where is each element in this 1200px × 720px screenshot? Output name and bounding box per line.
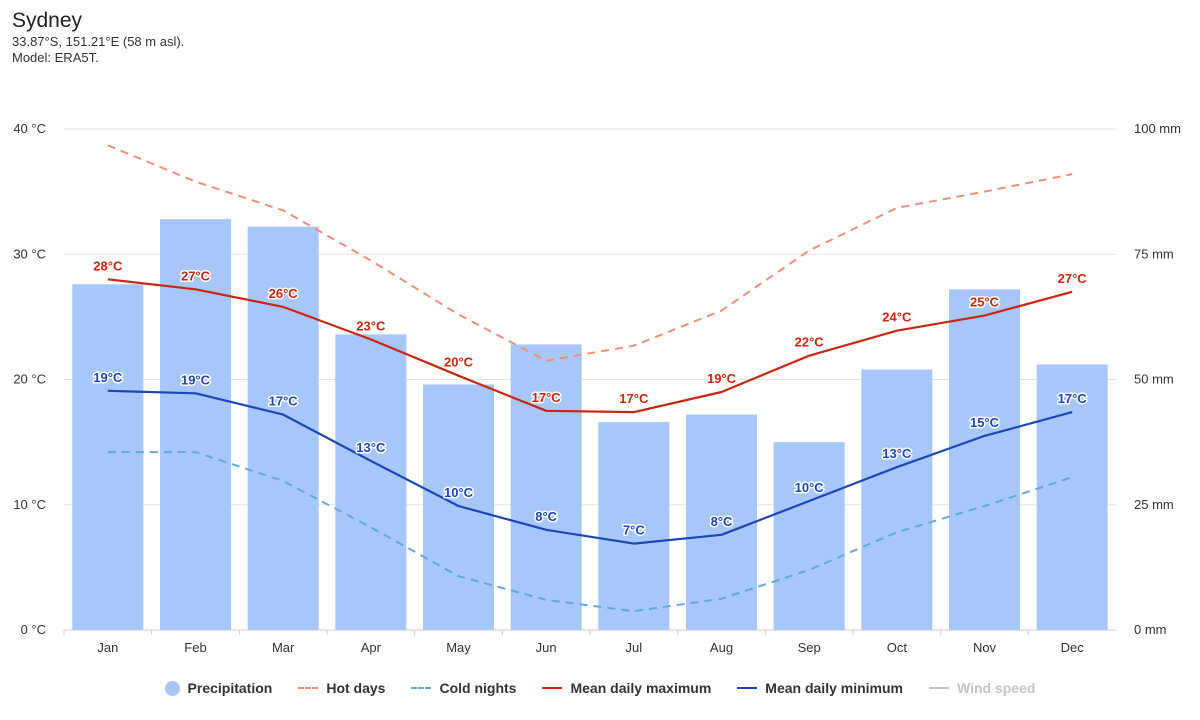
model-label: Model: ERA5T. xyxy=(12,50,99,65)
max-data-label: 26°C xyxy=(269,286,299,301)
legend-item-mean-max[interactable]: Mean daily maximum xyxy=(542,680,711,696)
min-data-label: 10°C xyxy=(795,480,825,495)
max-data-label: 17°C xyxy=(619,391,649,406)
min-data-label: 17°C xyxy=(1058,391,1088,406)
min-data-label: 19°C xyxy=(93,370,123,385)
x-tick-label-jul: Jul xyxy=(626,640,643,655)
legend-label-hot-days: Hot days xyxy=(326,680,386,696)
legend-item-cold-nights[interactable]: Cold nights xyxy=(411,680,516,696)
min-data-label: 7°C xyxy=(623,523,645,538)
x-tick-label-jan: Jan xyxy=(97,640,118,655)
legend-label-precipitation: Precipitation xyxy=(187,680,273,696)
min-data-label: 8°C xyxy=(711,514,733,529)
x-tick-label-feb: Feb xyxy=(184,640,206,655)
max-data-label: 20°C xyxy=(444,355,474,370)
max-data-label: 17°C xyxy=(532,390,562,405)
legend-label-wind-speed: Wind speed xyxy=(957,680,1036,696)
max-data-label: 27°C xyxy=(1058,271,1088,286)
precipitation-bar-apr xyxy=(335,334,407,630)
max-data-label: 28°C xyxy=(93,258,123,273)
x-tick-label-apr: Apr xyxy=(361,640,382,655)
precipitation-bar-jan xyxy=(72,284,144,630)
min-data-label: 13°C xyxy=(356,440,386,455)
legend-label-mean-max: Mean daily maximum xyxy=(570,680,712,696)
precipitation-bar-sep xyxy=(773,442,845,630)
y-right-tick-label: 75 mm xyxy=(1134,246,1174,261)
min-data-label: 8°C xyxy=(535,509,557,524)
max-data-label: 22°C xyxy=(795,335,825,350)
x-tick-label-may: May xyxy=(446,640,471,655)
legend-item-hot-days[interactable]: Hot days xyxy=(298,680,385,696)
min-data-label: 17°C xyxy=(269,394,299,409)
max-data-label: 19°C xyxy=(707,371,737,386)
y-right-tick-label: 0 mm xyxy=(1134,622,1167,637)
mean-daily-maximum-line xyxy=(107,278,1073,414)
chart-legend: Precipitation Hot days Cold nights Mean … xyxy=(0,676,1200,700)
mean-min-swatch-icon xyxy=(737,687,758,689)
x-tick-label-nov: Nov xyxy=(973,640,997,655)
precipitation-bar-jul xyxy=(598,422,670,630)
precipitation-swatch-icon xyxy=(164,680,180,696)
max-data-label: 25°C xyxy=(970,295,1000,310)
mean-daily-minimum-line xyxy=(107,389,1073,545)
x-tick-label-aug: Aug xyxy=(710,640,733,655)
mean-max-swatch-icon xyxy=(542,687,563,689)
y-left-tick-label: 20 °C xyxy=(13,372,46,387)
location-title: Sydney xyxy=(12,9,83,32)
precipitation-bar-oct xyxy=(861,369,933,630)
cold-nights-swatch-icon xyxy=(411,687,432,689)
min-data-label: 15°C xyxy=(970,415,1000,430)
legend-item-mean-min[interactable]: Mean daily minimum xyxy=(737,680,903,696)
min-data-label: 10°C xyxy=(444,485,474,500)
y-left-tick-label: 40 °C xyxy=(13,121,46,136)
precipitation-bar-nov xyxy=(948,289,1021,630)
x-tick-label-jun: Jun xyxy=(536,640,557,655)
precipitation-bar-mar xyxy=(247,226,319,630)
wind-speed-swatch-icon xyxy=(929,687,949,689)
x-tick-label-sep: Sep xyxy=(798,640,821,655)
y-left-tick-label: 10 °C xyxy=(13,497,46,512)
max-data-label: 23°C xyxy=(356,318,386,333)
chart-header: Sydney 33.87°S, 151.21°E (58 m asl). Mod… xyxy=(12,8,184,66)
location-coordinates: 33.87°S, 151.21°E (58 m asl). xyxy=(12,34,185,49)
precipitation-bar-aug xyxy=(685,414,758,630)
precipitation-bar-jun xyxy=(510,344,582,630)
precipitation-bar-dec xyxy=(1036,364,1108,630)
legend-label-mean-min: Mean daily minimum xyxy=(765,680,903,696)
max-data-label: 27°C xyxy=(181,268,211,283)
hot-days-line xyxy=(107,144,1073,362)
y-right-tick-label: 50 mm xyxy=(1134,372,1174,387)
legend-label-cold-nights: Cold nights xyxy=(439,680,517,696)
y-left-tick-label: 30 °C xyxy=(13,246,46,261)
y-left-tick-label: 0 °C xyxy=(21,622,46,637)
legend-item-precipitation[interactable]: Precipitation xyxy=(164,680,273,696)
x-tick-label-oct: Oct xyxy=(887,640,908,655)
min-data-label: 19°C xyxy=(181,372,211,387)
hot-days-swatch-icon xyxy=(298,687,319,689)
y-right-tick-label: 25 mm xyxy=(1134,497,1174,512)
x-tick-label-dec: Dec xyxy=(1061,640,1085,655)
x-tick-label-mar: Mar xyxy=(272,640,295,655)
precipitation-bar-may xyxy=(422,384,495,630)
y-right-tick-label: 100 mm xyxy=(1134,121,1181,136)
max-data-label: 24°C xyxy=(882,310,912,325)
min-data-label: 13°C xyxy=(882,446,912,461)
legend-item-wind-speed[interactable]: Wind speed xyxy=(929,680,1035,696)
